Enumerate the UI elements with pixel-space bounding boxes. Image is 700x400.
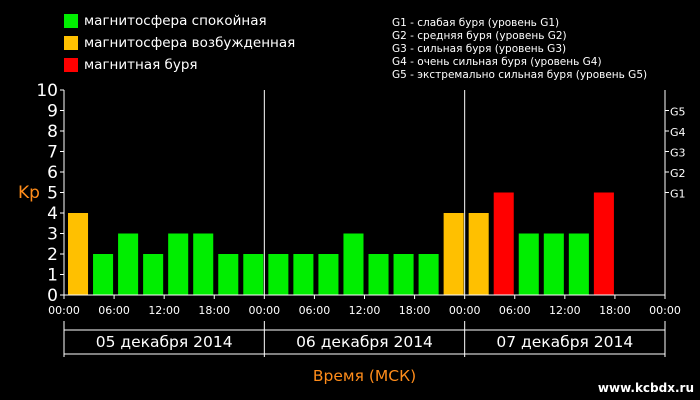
- kp-bar: [318, 254, 339, 295]
- x-tick-label: 06:00: [499, 304, 531, 317]
- y-tick-label: 7: [47, 143, 58, 163]
- kp-bar: [468, 213, 489, 295]
- legend-label-quiet: магнитосфера спокойная: [84, 13, 267, 29]
- g-level-label: G5: [670, 106, 686, 119]
- y-tick-label: 1: [47, 266, 58, 286]
- kp-bar: [568, 233, 589, 295]
- kp-bar: [143, 254, 164, 295]
- kp-bar: [543, 233, 564, 295]
- kp-bar: [118, 233, 139, 295]
- kp-bar: [243, 254, 264, 295]
- g-level-label: G4: [670, 126, 686, 139]
- y-tick-label: 0: [47, 286, 58, 306]
- g-level-label: G3: [670, 147, 686, 160]
- y-tick-label: 4: [47, 204, 58, 224]
- day-label: 07 декабря 2014: [496, 333, 633, 351]
- y-tick-label: 5: [47, 184, 58, 204]
- legend-swatch-quiet: [64, 14, 78, 28]
- g-level-label: G2: [670, 167, 686, 180]
- kp-bar: [218, 254, 239, 295]
- y-tick-label: 8: [47, 122, 58, 142]
- kp-bar: [93, 254, 114, 295]
- site-watermark: www.kcbdx.ru: [597, 381, 694, 395]
- kp-bar: [293, 254, 314, 295]
- x-tick-label: 06:00: [98, 304, 130, 317]
- g-level-label: G1: [670, 188, 686, 201]
- x-tick-label: 12:00: [349, 304, 381, 317]
- kp-bar: [418, 254, 439, 295]
- kp-bar: [193, 233, 214, 295]
- kp-bar: [368, 254, 389, 295]
- x-tick-label: 06:00: [299, 304, 331, 317]
- legend-label-storm: магнитная буря: [84, 57, 198, 73]
- kp-bar: [343, 233, 364, 295]
- x-tick-label: 12:00: [549, 304, 581, 317]
- kp-bar: [493, 192, 514, 295]
- kp-bar: [518, 233, 539, 295]
- x-tick-label: 00:00: [48, 304, 80, 317]
- storm-level-g1: G1 - слабая буря (уровень G1): [392, 17, 560, 29]
- kp-bar: [168, 233, 189, 295]
- x-tick-label: 18:00: [198, 304, 230, 317]
- legend-label-active: магнитосфера возбужденная: [84, 35, 296, 51]
- y-axis-title: Kp: [18, 183, 40, 203]
- y-tick-label: 10: [36, 81, 58, 101]
- day-label: 06 декабря 2014: [296, 333, 433, 351]
- legend-swatch-storm: [64, 58, 78, 72]
- kp-bar: [268, 254, 289, 295]
- x-tick-label: 18:00: [599, 304, 631, 317]
- y-tick-label: 3: [47, 225, 58, 245]
- y-tick-label: 9: [47, 102, 58, 122]
- x-tick-label: 12:00: [148, 304, 180, 317]
- storm-level-g4: G4 - очень сильная буря (уровень G4): [392, 56, 602, 68]
- storm-level-legend: G1 - слабая буря (уровень G1) G2 - средн…: [392, 17, 647, 82]
- x-axis-title: Время (МСК): [313, 367, 416, 385]
- kp-bar: [593, 192, 614, 295]
- kp-bar: [393, 254, 414, 295]
- legend-swatch-active: [64, 36, 78, 50]
- x-tick-label: 00:00: [649, 304, 681, 317]
- storm-level-g3: G3 - сильная буря (уровень G3): [392, 43, 567, 55]
- y-tick-label: 2: [47, 245, 58, 265]
- x-tick-label: 00:00: [449, 304, 481, 317]
- kp-bar: [443, 213, 464, 295]
- y-tick-label: 6: [47, 163, 58, 183]
- storm-level-g2: G2 - средняя буря (уровень G2): [392, 30, 567, 42]
- day-label: 05 декабря 2014: [96, 333, 233, 351]
- kp-bar: [68, 213, 89, 295]
- x-tick-label: 00:00: [248, 304, 280, 317]
- storm-level-g5: G5 - экстремально сильная буря (уровень …: [392, 69, 648, 81]
- x-tick-label: 18:00: [399, 304, 431, 317]
